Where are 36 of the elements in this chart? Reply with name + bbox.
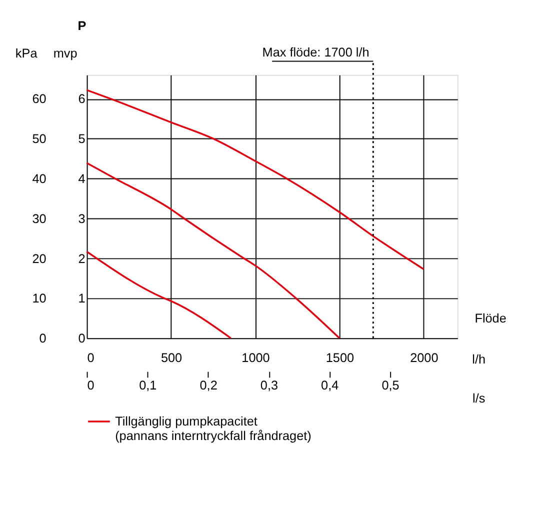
- x-tick-label: 500: [160, 351, 182, 366]
- line-series: [86, 250, 232, 340]
- y2-tick-label: 0: [39, 332, 46, 346]
- y-tick-label: 6: [78, 92, 86, 106]
- y-tick-label: 2: [78, 252, 86, 266]
- y2-tick-label: 30: [32, 212, 46, 226]
- legend-label: Tillgänglig pumpkapacitet (pannans interntryckfall fråndraget): [115, 414, 312, 444]
- y2-tick-label: 40: [32, 172, 46, 186]
- x2-tick-label: 0,4: [321, 378, 339, 392]
- y-tick-label: 4: [78, 172, 86, 186]
- y-axis-title: mvp: [53, 46, 78, 60]
- x-tick-label: 1500: [326, 351, 354, 366]
- x2-tick-label: 0,1: [139, 378, 157, 392]
- x-tick-label: 1000: [242, 351, 270, 366]
- text: Flöde: [474, 312, 506, 326]
- x2-tick-label: 0,3: [260, 378, 278, 392]
- ref-line-label: Max flöde: 1700 l/h: [262, 45, 370, 60]
- y2-tick-label: 10: [32, 292, 46, 306]
- x2-tick-label: 0,2: [200, 378, 218, 392]
- line-series: [86, 162, 340, 340]
- x-tick-label: 0: [87, 351, 94, 366]
- line-series: [86, 89, 425, 270]
- y2-tick-label: 60: [32, 92, 46, 106]
- x2-axis-title: l/s: [472, 392, 486, 406]
- text: P: [78, 19, 87, 34]
- y2-tick-label: 50: [32, 132, 46, 146]
- y-tick-label: 3: [78, 212, 86, 226]
- y-tick-label: 5: [78, 132, 86, 146]
- x2-tick-label: 0,5: [382, 378, 400, 392]
- y2-tick-label: 20: [32, 252, 46, 266]
- y-tick-label: 1: [78, 292, 86, 306]
- x2-tick-label: 0: [87, 378, 94, 392]
- y2-axis-title: kPa: [15, 46, 38, 60]
- y-tick-label: 0: [78, 332, 86, 346]
- x-axis-title: l/h: [472, 352, 486, 367]
- x-tick-label: 2000: [410, 351, 438, 366]
